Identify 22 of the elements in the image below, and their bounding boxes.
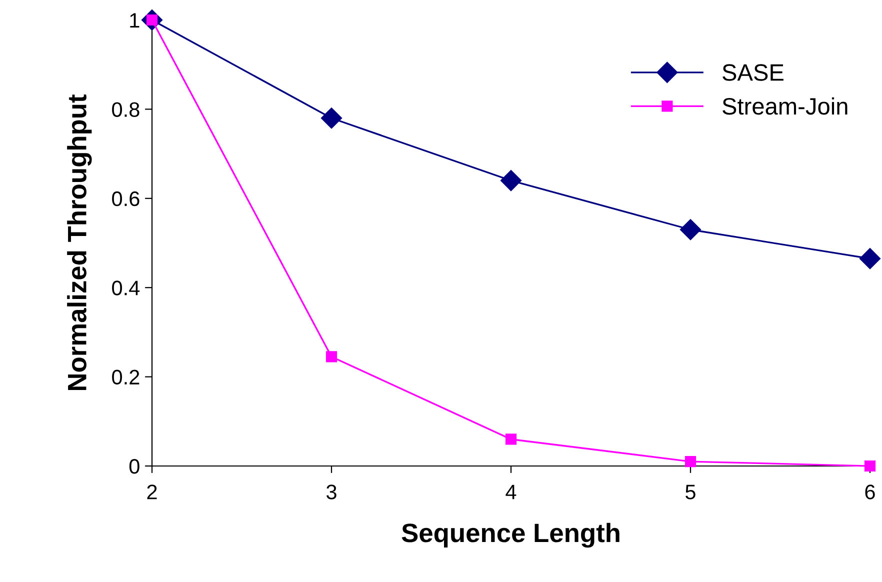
y-tick-label: 0.6 <box>112 191 140 206</box>
point <box>500 170 522 192</box>
legend-label: SASE <box>722 64 784 81</box>
point <box>859 248 881 270</box>
x-tick-label: 2 <box>147 484 157 500</box>
y-axis-title: Normalized Throughput <box>67 94 92 390</box>
x-tick-label: 5 <box>686 484 696 500</box>
point <box>684 456 696 468</box>
point <box>680 219 702 240</box>
x-axis-title: Sequence Length <box>402 522 620 548</box>
x-tick-label: 3 <box>326 484 336 500</box>
legend-label: Stream-Join <box>722 97 848 115</box>
point <box>505 434 517 445</box>
x-tick-label: 4 <box>506 484 516 500</box>
y-tick-label: 0.4 <box>112 280 140 296</box>
point <box>326 351 338 362</box>
y-tick-label: 0.2 <box>112 370 140 385</box>
point <box>320 108 342 129</box>
y-tick-label: 0 <box>129 459 140 474</box>
y-tick-label: 1 <box>130 13 140 28</box>
y-tick-label: 0.8 <box>112 102 140 117</box>
x-tick-label: 6 <box>865 484 875 500</box>
